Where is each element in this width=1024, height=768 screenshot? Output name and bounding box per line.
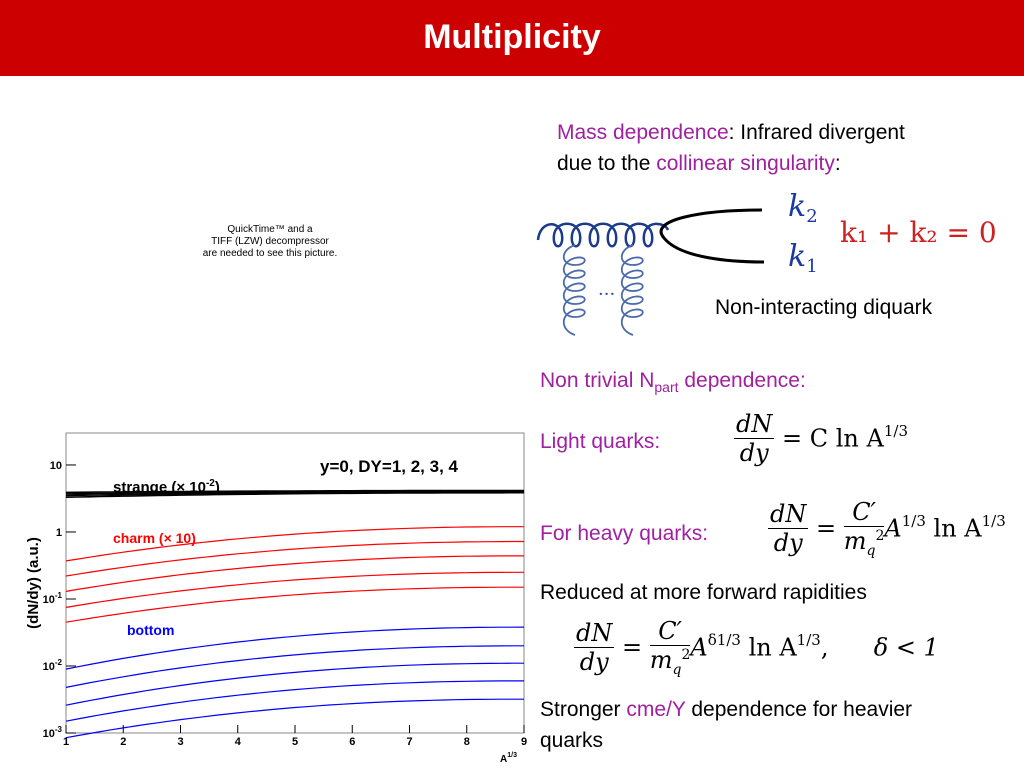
formula-exponent: δ1/3 [707, 630, 741, 649]
npart-pre: Non trivial N [540, 369, 655, 392]
highlight-text: collinear singularity [656, 152, 835, 175]
bottom-series-line [65, 626, 525, 670]
stronger-line2: quarks [540, 729, 604, 752]
charm-series-line [65, 540, 524, 577]
body-text: Stronger [540, 698, 627, 721]
highlight-text: Mass dependence [557, 121, 729, 144]
placeholder-line: are needed to see this picture. [202, 248, 338, 259]
forward-rapidity-formula: dN dy = C′ mq2 Aδ1/3 ln A1/3, δ < 1 [574, 617, 939, 678]
formula-exponent: 1/3 [796, 630, 821, 649]
charm-series-line [65, 571, 524, 608]
placeholder-line: QuickTime™ and a [227, 224, 313, 235]
missing-image-placeholder: QuickTime™ and a TIFF (LZW) decompressor… [180, 224, 360, 260]
npart-sub: part [654, 379, 679, 396]
momentum-sum-equation: k₁ + k₂ = 0 [840, 216, 997, 249]
formula-ln: ln A [740, 633, 797, 662]
formula-ln: ln A [925, 514, 982, 543]
body-text: dependence for heavier [685, 698, 913, 721]
bottom-label: bottom [127, 622, 174, 638]
formula-exponent: 1/3 [901, 511, 926, 530]
diquark-diagram: ··· k2 k1 k₁ + k₂ = 0 [536, 189, 997, 336]
ellipsis-label: ··· [598, 284, 615, 305]
quark-line [659, 208, 765, 264]
x-tick-label: 1 [63, 736, 69, 748]
formula-exponent: 1/3 [981, 511, 1006, 530]
formula-exponent: 1/3 [883, 422, 908, 440]
highlight-text: cme/Y [626, 698, 686, 721]
bottom-series-line [65, 698, 524, 739]
x-tick-label: 8 [464, 736, 470, 748]
x-tick-label: 7 [406, 736, 412, 748]
y-tick-label: 10-3 [43, 725, 63, 740]
title-banner: Multiplicity [0, 0, 1024, 76]
y-tick-label: 10-2 [43, 658, 63, 673]
x-tick-label: 3 [177, 736, 183, 748]
bottom-series-line [65, 680, 524, 722]
delta-condition: δ < 1 [873, 633, 939, 662]
y-tick-label: 10-1 [43, 591, 63, 606]
charm-series-line [65, 555, 524, 592]
x-tick-label: 9 [521, 736, 527, 748]
chart-title: y=0, DY=1, 2, 3, 4 [320, 457, 459, 476]
y-tick-label: 1 [56, 527, 62, 539]
npart-post: dependence: [678, 369, 806, 392]
page-title: Multiplicity [423, 18, 601, 56]
strange-series-line [65, 491, 524, 497]
heavy-quarks-formula: dN dy = C′ mq2 A1/3 ln A1/3 [768, 498, 1006, 559]
npart-heading: Non trivial Npart dependence: [540, 369, 806, 395]
light-quarks-formula: dN dy = C ln A1/3 [734, 410, 908, 467]
k2-label: k2 [788, 189, 818, 227]
mass-dependence-line2: due to the collinear singularity: [557, 152, 841, 176]
formula-a: A [884, 514, 902, 543]
strange-series-line [65, 489, 524, 494]
charm-series-line [65, 526, 524, 562]
heavy-quarks-label: For heavy quarks: [540, 522, 709, 545]
placeholder-line: TIFF (LZW) decompressor [211, 236, 329, 247]
strange-label: strange (× 10-2) [113, 478, 220, 496]
x-tick-label: 5 [292, 736, 298, 748]
formula-comma: , [820, 633, 829, 662]
k1-label: k1 [788, 239, 818, 277]
x-tick-label: 6 [349, 736, 355, 748]
x-tick-label: 2 [120, 736, 126, 748]
gluon-line [536, 222, 670, 248]
mass-dependence-line1: Mass dependence: Infrared divergent [557, 121, 905, 145]
stronger-line1: Stronger cme/Y dependence for heavier [540, 698, 912, 722]
gluon-line [562, 244, 586, 336]
formula-rhs: = C ln A [782, 424, 884, 453]
body-text: due to the [557, 152, 657, 175]
charm-series-line [65, 586, 524, 623]
bottom-series-line [65, 645, 524, 688]
y-tick-label: 10 [50, 460, 62, 472]
plot-frame [65, 432, 525, 734]
x-tick-label: 4 [235, 736, 242, 748]
x-axis-label: A1/3 [500, 752, 517, 765]
y-axis-label: (dN/dy) (a.u.) [25, 537, 42, 629]
bottom-series-line [65, 662, 524, 706]
body-text: : Infrared divergent [728, 121, 905, 144]
light-quarks-label: Light quarks: [540, 430, 661, 453]
gluon-line [620, 244, 644, 336]
body-text: : [834, 152, 841, 175]
charm-label: charm (× 10) [113, 530, 196, 546]
diagram-caption: Non-interacting diquark [715, 296, 933, 319]
reduced-text: Reduced at more forward rapidities [540, 581, 867, 604]
